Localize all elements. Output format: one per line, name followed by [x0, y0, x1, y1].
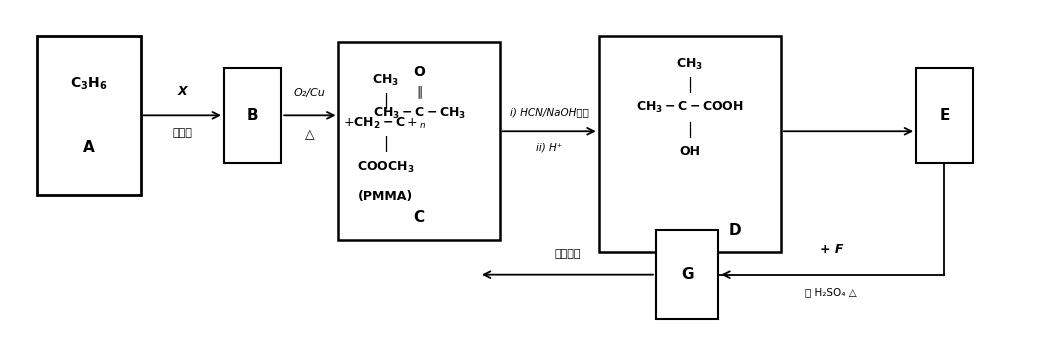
Text: X: X: [177, 85, 187, 98]
Text: + F: + F: [820, 242, 843, 256]
Text: |: |: [687, 122, 692, 138]
Text: $\mathbf{CH_3}$: $\mathbf{CH_3}$: [676, 57, 703, 72]
Text: ii) H⁺: ii) H⁺: [536, 142, 563, 153]
Text: $\mathbf{CH_3-C-COOH}$: $\mathbf{CH_3-C-COOH}$: [636, 100, 743, 115]
Text: |: |: [687, 77, 692, 93]
Text: O₂/Cu: O₂/Cu: [294, 88, 326, 98]
FancyBboxPatch shape: [36, 36, 140, 195]
Text: 浓 H₂SO₄ △: 浓 H₂SO₄ △: [805, 287, 857, 297]
FancyBboxPatch shape: [917, 67, 974, 163]
FancyBboxPatch shape: [339, 42, 500, 240]
Text: |: |: [382, 136, 388, 152]
Text: C: C: [413, 210, 425, 225]
Text: O: O: [413, 65, 425, 79]
Text: $+\mathbf{CH_2-C}+_n$: $+\mathbf{CH_2-C}+_n$: [343, 116, 427, 131]
FancyBboxPatch shape: [656, 230, 718, 319]
Text: E: E: [940, 108, 949, 123]
Text: B: B: [246, 108, 258, 123]
Text: 催化剔: 催化剔: [172, 128, 192, 138]
FancyBboxPatch shape: [599, 36, 781, 252]
Text: $\mathbf{COOCH_3}$: $\mathbf{COOCH_3}$: [357, 160, 414, 176]
Text: △: △: [305, 128, 314, 141]
FancyBboxPatch shape: [224, 67, 281, 163]
Text: |: |: [382, 93, 388, 109]
Text: $\mathbf{CH_3}$: $\mathbf{CH_3}$: [372, 73, 399, 88]
Text: $\mathbf{CH_3-C-CH_3}$: $\mathbf{CH_3-C-CH_3}$: [373, 106, 466, 121]
Text: $\mathbf{C_3H_6}$: $\mathbf{C_3H_6}$: [70, 75, 107, 92]
Text: G: G: [681, 267, 693, 282]
Text: OH: OH: [680, 145, 700, 158]
Text: ∥: ∥: [416, 85, 423, 98]
Text: D: D: [729, 222, 741, 238]
Text: i) HCN/NaOH溶液: i) HCN/NaOH溶液: [510, 107, 588, 117]
Text: (PMMA): (PMMA): [358, 190, 413, 203]
Text: A: A: [83, 140, 95, 155]
Text: 一定条件: 一定条件: [554, 249, 581, 259]
